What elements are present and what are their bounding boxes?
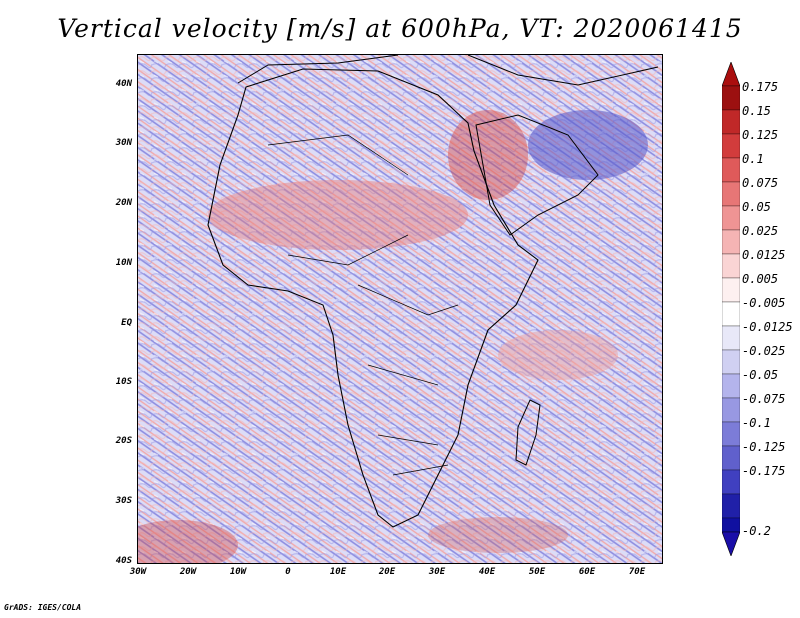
map-svg (138, 55, 662, 563)
colorbar-bottom-arrow (721, 531, 741, 557)
colorbar-box-5 (721, 205, 741, 231)
map-frame[interactable] (137, 54, 663, 564)
colorbar-label: -0.075 (742, 392, 786, 406)
lat-label-eq: EQ (121, 318, 132, 328)
colorbar-box-15 (721, 445, 741, 471)
colorbar-box-7 (721, 253, 741, 279)
colorbar-box-3 (721, 157, 741, 183)
colorbar-box-6 (721, 229, 741, 255)
colorbar-label: -0.025 (742, 344, 786, 358)
colorbar-top-arrow (721, 61, 741, 87)
lon-label-10e: 10E (329, 567, 347, 577)
colorbar-label: 0.15 (742, 104, 771, 118)
colorbar-label: 0.075 (742, 176, 779, 190)
colorbar-box-2 (721, 133, 741, 159)
colorbar-box-13 (721, 397, 741, 423)
colorbar-label: -0.1 (742, 416, 771, 430)
lat-label-10s: 10S (115, 377, 132, 387)
colorbar-box-17 (721, 493, 741, 519)
plot-title: Vertical velocity [m/s] at 600hPa, VT: 2… (57, 14, 743, 43)
arabia-coastline (475, 114, 599, 236)
grads-credit: GrADS: IGES/COLA (4, 603, 82, 612)
colorbar-label: 0.125 (742, 128, 779, 142)
lon-label-20e: 20E (378, 567, 396, 577)
colorbar-label: -0.0125 (742, 320, 793, 334)
lat-label-10n: 10N (115, 258, 132, 268)
lon-label-30e: 30E (428, 567, 446, 577)
colorbar-box-9 (721, 301, 741, 327)
colorbar-label: -0.125 (742, 440, 786, 454)
colorbar-label: 0.1 (742, 152, 764, 166)
lon-label-70e: 70E (628, 567, 646, 577)
colorbar-box-18 (721, 517, 741, 533)
colorbar-label: 0.175 (742, 80, 779, 94)
sahel-convection (208, 180, 468, 250)
colorbar-box-10 (721, 325, 741, 351)
colorbar-box-16 (721, 469, 741, 495)
colorbar (721, 61, 741, 557)
lon-label-20w: 20W (179, 567, 197, 577)
lon-label-0: 0 (285, 567, 291, 577)
colorbar-box-1 (721, 109, 741, 135)
colorbar-box-12 (721, 373, 741, 399)
lat-label-40s: 40S (115, 556, 132, 566)
colorbar-box-11 (721, 349, 741, 375)
colorbar-label: 0.0125 (742, 248, 786, 262)
colorbar-label: 0.005 (742, 272, 779, 286)
colorbar-box-14 (721, 421, 741, 447)
colorbar-label: -0.005 (742, 296, 786, 310)
colorbar-label: 0.025 (742, 224, 779, 238)
colorbar-box-4 (721, 181, 741, 207)
colorbar-label: 0.05 (742, 200, 771, 214)
lon-label-60e: 60E (578, 567, 596, 577)
colorbar-label: -0.2 (742, 524, 771, 538)
lon-label-40e: 40E (478, 567, 496, 577)
colorbar-label: -0.05 (742, 368, 779, 382)
africa-coastline (207, 68, 539, 528)
colorbar-label: -0.175 (742, 464, 786, 478)
lon-label-50e: 50E (528, 567, 546, 577)
lon-label-10w: 10W (229, 567, 247, 577)
lat-label-20n: 20N (115, 198, 132, 208)
lat-label-30s: 30S (115, 496, 132, 506)
lat-label-30n: 30N (115, 138, 132, 148)
colorbar-box-8 (721, 277, 741, 303)
colorbar-box-0 (721, 85, 741, 111)
lat-label-40n: 40N (115, 79, 132, 89)
madagascar-coastline (515, 399, 541, 466)
lon-label-30w: 30W (129, 567, 147, 577)
lat-label-20s: 20S (115, 436, 132, 446)
colorbar-svg (721, 61, 741, 557)
